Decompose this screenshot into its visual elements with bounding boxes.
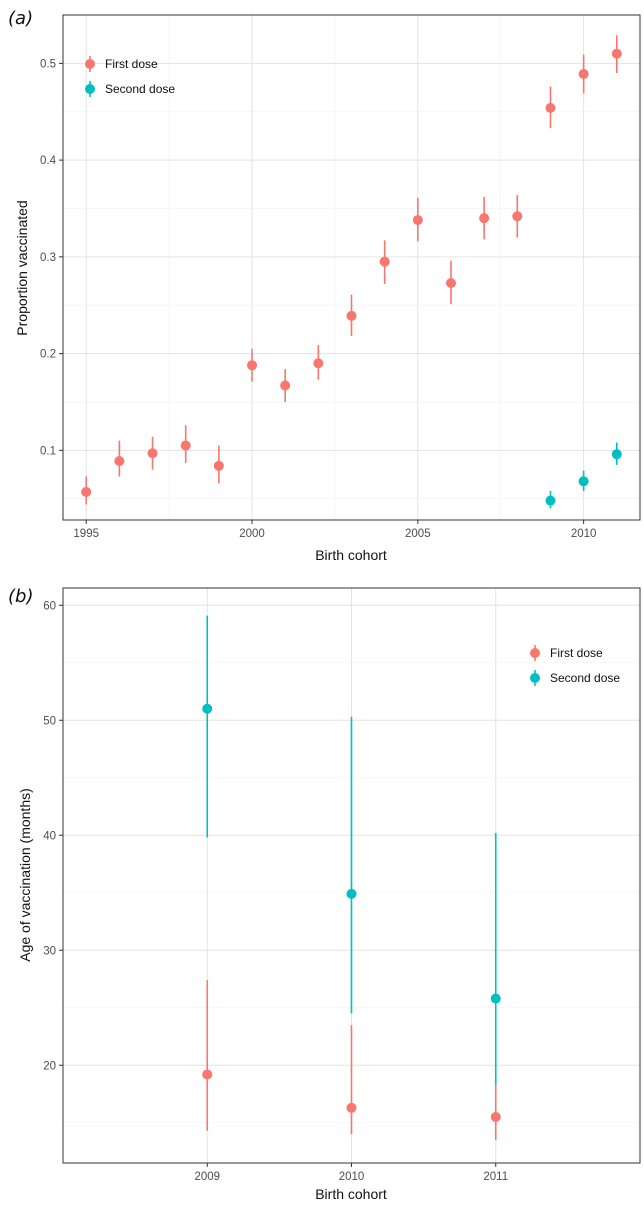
y-tick-label: 60 — [43, 600, 56, 612]
panel-a-x-ticks: 1995 2000 2005 2010 — [73, 520, 596, 540]
y-tick-label: 0.1 — [40, 445, 56, 457]
series-second-dose — [202, 615, 501, 1085]
panel-a-x-axis-title: Birth cohort — [315, 547, 387, 563]
data-point — [346, 888, 357, 899]
panel-a-plot-area — [63, 15, 640, 520]
data-point — [280, 380, 291, 391]
panel-b: (b) 2009 2010 2011 20 30 40 50 60 First dose Se… — [8, 586, 641, 1202]
panel-b-legend: First dose Second dose — [530, 645, 620, 686]
data-point — [180, 440, 191, 451]
x-tick-label: 2005 — [405, 528, 431, 540]
data-point — [611, 48, 622, 59]
panel-a-series — [81, 35, 622, 509]
panel-a-legend: First dose Second dose — [85, 56, 175, 97]
data-point — [202, 1069, 213, 1080]
data-point — [81, 486, 92, 497]
data-point — [490, 1112, 501, 1122]
series-first-dose — [202, 980, 501, 1140]
data-point — [445, 277, 456, 288]
data-point — [490, 993, 501, 1004]
panel-b-letter: b — [15, 586, 26, 607]
data-point — [213, 460, 224, 471]
data-point — [147, 448, 158, 459]
data-point — [313, 358, 324, 369]
panel-a-letter: a — [15, 8, 26, 29]
panel-b-label: (b) — [8, 586, 34, 607]
data-point — [512, 211, 523, 222]
data-point — [346, 1102, 357, 1113]
x-tick-label: 2010 — [339, 1171, 365, 1183]
y-tick-label: 40 — [43, 830, 56, 842]
data-point — [578, 69, 589, 80]
x-tick-label: 1995 — [73, 528, 99, 540]
legend-key-point — [85, 84, 95, 94]
legend-label: Second dose — [550, 671, 620, 685]
data-point — [346, 310, 357, 321]
panel-b-y-ticks: 20 30 40 50 60 — [43, 600, 63, 1072]
data-point — [545, 102, 556, 113]
panel-b-series — [202, 615, 501, 1140]
data-point — [114, 455, 125, 466]
y-tick-label: 0.5 — [40, 58, 56, 70]
x-tick-label: 2009 — [194, 1171, 220, 1183]
x-tick-label: 2000 — [239, 528, 265, 540]
series-second-dose — [545, 442, 622, 509]
legend-key-point — [85, 59, 95, 69]
legend-label: First dose — [550, 646, 603, 660]
panel-a-border — [62, 14, 641, 521]
panel-a-y-axis-title: Proportion vaccinated — [14, 200, 30, 335]
data-point — [479, 213, 490, 224]
legend-label: First dose — [105, 57, 158, 71]
y-tick-label: 20 — [43, 1060, 56, 1072]
data-point — [545, 495, 556, 506]
y-tick-label: 30 — [43, 945, 56, 957]
legend-key-point — [530, 648, 540, 658]
x-tick-label: 2010 — [571, 528, 597, 540]
data-point — [611, 449, 622, 460]
legend-key-point — [530, 673, 540, 683]
y-tick-label: 0.3 — [40, 252, 56, 264]
panel-b-border — [62, 587, 641, 1164]
y-tick-label: 0.4 — [40, 155, 57, 167]
y-tick-label: 0.2 — [40, 349, 56, 361]
panel-a-y-ticks: 0.1 0.2 0.3 0.4 0.5 — [40, 58, 63, 457]
data-point — [247, 360, 258, 371]
data-point — [379, 256, 390, 267]
panel-a-label: (a) — [8, 8, 33, 29]
panel-a: (a) 1995 2000 2005 2010 0.1 0.2 0.3 0.4 0.5 Fir… — [8, 8, 641, 563]
data-point — [412, 215, 423, 226]
series-first-dose — [81, 35, 622, 505]
panel-b-x-ticks: 2009 2010 2011 — [194, 1163, 508, 1183]
panel-b-x-axis-title: Birth cohort — [315, 1186, 387, 1202]
legend-label: Second dose — [105, 82, 175, 96]
data-point — [578, 476, 589, 487]
data-point — [202, 703, 213, 714]
panel-b-y-axis-title: Age of vaccination (months) — [17, 788, 33, 962]
x-tick-label: 2011 — [483, 1171, 508, 1183]
y-tick-label: 50 — [43, 715, 56, 727]
